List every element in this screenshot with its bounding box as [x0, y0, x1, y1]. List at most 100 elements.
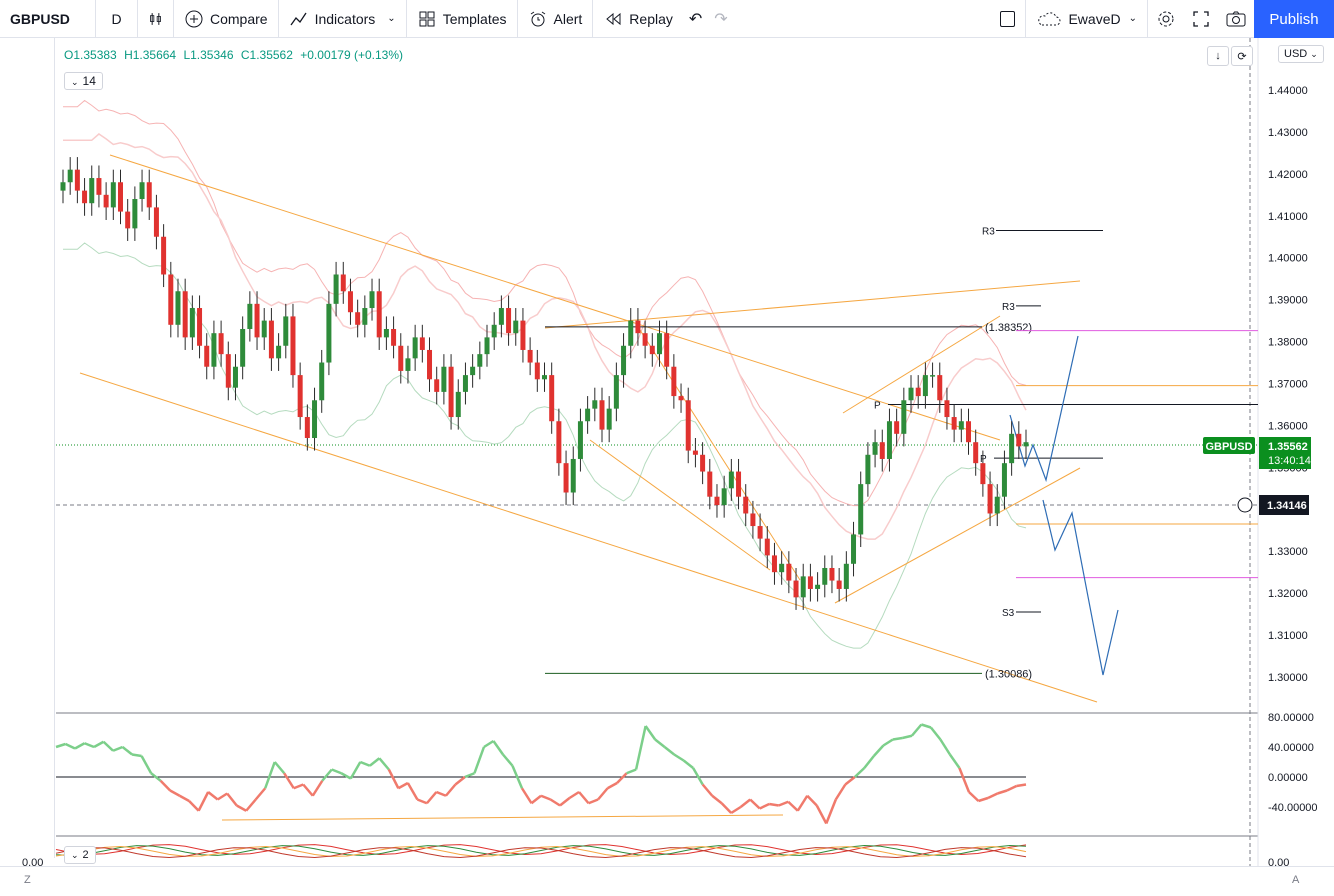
rsi-segment: [84, 742, 95, 749]
candle-body: [304, 417, 310, 439]
rsi-segment: [340, 772, 352, 780]
candle-body: [908, 387, 914, 401]
rsi-segment: [435, 790, 447, 797]
currency-label: USD: [1284, 48, 1308, 60]
rsi-segment: [588, 798, 599, 805]
candle-body: [556, 421, 562, 464]
settings-button[interactable]: [1148, 0, 1184, 38]
chevron-down-icon: ⌄: [387, 13, 396, 24]
rsi-segment: [644, 725, 657, 741]
price-tick-label: 1.41000: [1268, 211, 1308, 223]
indicator-badge[interactable]: ⌄ 14: [64, 72, 103, 90]
candle-body: [894, 421, 900, 434]
rsi-segment: [663, 746, 675, 756]
candle-body: [240, 328, 246, 367]
price-tick-label: 1.40000: [1268, 253, 1308, 265]
indicators-button[interactable]: Indicators ⌄: [279, 0, 407, 38]
candle-body: [283, 316, 289, 346]
symbol-price-tag: GBPUSD: [1205, 441, 1252, 453]
candle-body: [606, 408, 612, 430]
compare-button[interactable]: Compare: [174, 0, 279, 38]
reset-button[interactable]: ⟳: [1231, 46, 1253, 66]
rsi-segment: [321, 768, 333, 782]
rsi-segment: [863, 755, 875, 769]
undo-button[interactable]: ↶: [683, 0, 708, 38]
trend-line: [109, 154, 1001, 441]
level-label: (1.38352): [985, 322, 1032, 334]
rsi-segment: [730, 805, 742, 815]
candle-body: [757, 526, 763, 539]
rsi-segment: [654, 738, 666, 748]
candle-body: [886, 421, 892, 459]
candle-body: [958, 421, 964, 430]
change-value: +0.00179 (+0.13%): [300, 48, 403, 62]
candle-body: [110, 182, 116, 208]
candles-icon: [150, 12, 161, 25]
templates-button[interactable]: Templates: [407, 0, 518, 38]
redo-button[interactable]: ↷: [708, 0, 733, 38]
candle-body: [563, 463, 569, 493]
rsi-segment: [597, 787, 609, 801]
candle-body: [994, 496, 1000, 514]
symbol-search[interactable]: GBPUSD: [0, 0, 96, 38]
camera-icon: [1226, 11, 1246, 26]
candle-body: [858, 484, 864, 535]
lower-band: [63, 242, 1027, 649]
price-tick-label: 1.33000: [1268, 546, 1308, 558]
alarm-clock-icon: [528, 9, 548, 29]
trend-line: [589, 439, 771, 571]
candle-body: [980, 463, 986, 485]
sub-indicator-badge[interactable]: ⌄ 2: [64, 846, 96, 864]
rsi-segment: [844, 776, 856, 786]
fullscreen-toggle-button[interactable]: [990, 0, 1027, 38]
candle-body: [779, 563, 785, 573]
candle-body: [168, 274, 174, 325]
scroll-down-button[interactable]: ↓: [1207, 46, 1229, 66]
auto-scale-icon[interactable]: A: [1292, 874, 1300, 886]
rsi-segment: [720, 802, 733, 814]
candle-body: [1016, 433, 1022, 447]
rsi-segment: [769, 802, 779, 807]
rsi-tick-label: 80.00000: [1268, 712, 1314, 724]
candle-body: [836, 580, 842, 589]
snapshot-button[interactable]: [1218, 0, 1254, 38]
chart-type-button[interactable]: [138, 0, 174, 38]
candle-body: [67, 169, 73, 183]
candle-body: [261, 320, 267, 338]
rsi-segment: [929, 726, 942, 741]
rsi-segment: [749, 798, 761, 810]
candle-body: [319, 362, 325, 401]
rsi-segment: [997, 789, 1008, 795]
zoom-icon[interactable]: Z: [24, 874, 31, 886]
fullscreen-button[interactable]: [1184, 0, 1218, 38]
rsi-segment: [815, 804, 828, 825]
interval-button[interactable]: D: [96, 0, 138, 38]
rsi-segment: [825, 799, 837, 824]
candle-body: [678, 396, 684, 401]
candle-body: [117, 182, 123, 212]
layout-label: EwaveD: [1068, 10, 1121, 27]
layout-button[interactable]: EwaveD ⌄: [1026, 0, 1148, 38]
rsi-segment: [1016, 783, 1027, 788]
candle-body: [534, 362, 540, 380]
square-icon: [1000, 10, 1016, 27]
price-tick-label: 1.32000: [1268, 588, 1308, 600]
rsi-segment: [293, 783, 304, 790]
alert-button[interactable]: Alert: [518, 0, 594, 38]
candle-body: [520, 320, 526, 350]
publish-button[interactable]: Publish: [1254, 0, 1334, 38]
currency-select[interactable]: USD ⌄: [1278, 45, 1324, 63]
pivot-label: R3: [982, 226, 995, 237]
candle-body: [434, 379, 440, 392]
price-tick-label: 1.44000: [1268, 85, 1308, 97]
candle-body: [204, 345, 210, 367]
rsi-segment: [425, 791, 438, 805]
candle-body: [276, 345, 282, 359]
bottom-bar: [0, 866, 1334, 896]
rsi-segment: [987, 792, 999, 800]
candle-body: [362, 308, 368, 325]
replay-button[interactable]: Replay: [593, 0, 683, 38]
undo-icon: ↶: [688, 10, 703, 28]
candle-body: [1009, 433, 1015, 464]
